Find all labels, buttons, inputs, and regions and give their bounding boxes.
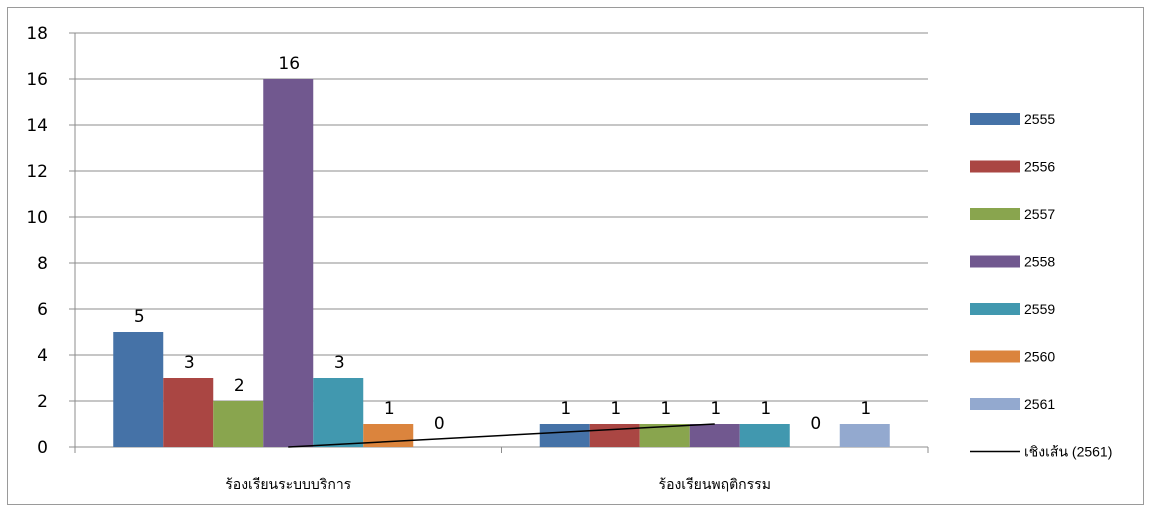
- y-tick-label: 2: [37, 392, 48, 412]
- x-category-label: ร้องเรียนพฤติกรรม: [659, 476, 771, 492]
- bar: [689, 424, 740, 447]
- data-label: 3: [334, 353, 345, 373]
- data-label: 2: [234, 376, 245, 396]
- legend-swatch: [970, 160, 1020, 173]
- legend-label: เชิงเส้น (2561): [1024, 444, 1112, 460]
- legend-swatch: [970, 255, 1020, 268]
- y-tick-label: 0: [37, 438, 48, 458]
- trendline: [288, 423, 715, 448]
- gridlines: [75, 32, 928, 402]
- data-label: 1: [760, 399, 771, 419]
- x-category-label: ร้องเรียนระบบบริการ: [225, 476, 351, 492]
- data-label: 5: [134, 307, 145, 327]
- bar: [589, 424, 640, 447]
- y-tick-label: 12: [26, 162, 48, 182]
- data-label: 1: [860, 399, 871, 419]
- bar: [213, 401, 264, 447]
- bar: [363, 424, 414, 447]
- bar: [539, 424, 590, 447]
- data-labels: 5 1 3 1 2 1 16 1 3 1 1 0 0 1: [134, 54, 871, 434]
- legend-label: 2560: [1024, 349, 1055, 365]
- legend-swatch: [970, 208, 1020, 220]
- bar: [113, 332, 164, 447]
- y-tick-label: 4: [37, 346, 48, 366]
- data-label: 0: [434, 414, 445, 434]
- bar: [163, 378, 214, 447]
- data-label: 1: [384, 399, 395, 419]
- data-label: 1: [610, 399, 621, 419]
- bar: [639, 424, 690, 447]
- data-label: 0: [810, 414, 821, 434]
- legend-label: 2559: [1024, 301, 1055, 317]
- bars: [113, 79, 890, 447]
- y-tick-label: 18: [26, 24, 48, 44]
- x-axis: ร้องเรียนระบบบริการ ร้องเรียนพฤติกรรม: [74, 446, 929, 492]
- legend: 2555 2556 2557 2558 2559 2560 2561 เชิงเส้น (25…: [970, 111, 1112, 460]
- legend-label: 2556: [1024, 159, 1055, 175]
- legend-swatch: [970, 350, 1020, 363]
- legend-swatch: [970, 113, 1020, 125]
- bar: [313, 378, 364, 447]
- bar: [263, 79, 314, 447]
- y-tick-label: 10: [26, 208, 48, 228]
- bar: [839, 424, 890, 447]
- legend-label: 2558: [1024, 254, 1055, 270]
- y-tick-label: 8: [37, 254, 48, 274]
- legend-label: 2557: [1024, 206, 1055, 222]
- data-label: 16: [278, 54, 300, 74]
- y-tick-label: 16: [26, 70, 48, 90]
- y-tick-label: 6: [37, 300, 48, 320]
- y-tick-label: 14: [26, 116, 48, 136]
- legend-label: 2555: [1024, 111, 1055, 127]
- trendline-2561: [288, 423, 715, 448]
- legend-label: 2561: [1024, 396, 1055, 412]
- y-axis: 0 2 4 6 8 10 12 14 16 18: [26, 24, 76, 458]
- data-label: 3: [184, 353, 195, 373]
- bar: [739, 424, 790, 447]
- data-label: 1: [710, 399, 721, 419]
- legend-swatch: [970, 398, 1020, 410]
- legend-swatch: [970, 303, 1020, 315]
- data-label: 1: [560, 399, 571, 419]
- data-label: 1: [660, 399, 671, 419]
